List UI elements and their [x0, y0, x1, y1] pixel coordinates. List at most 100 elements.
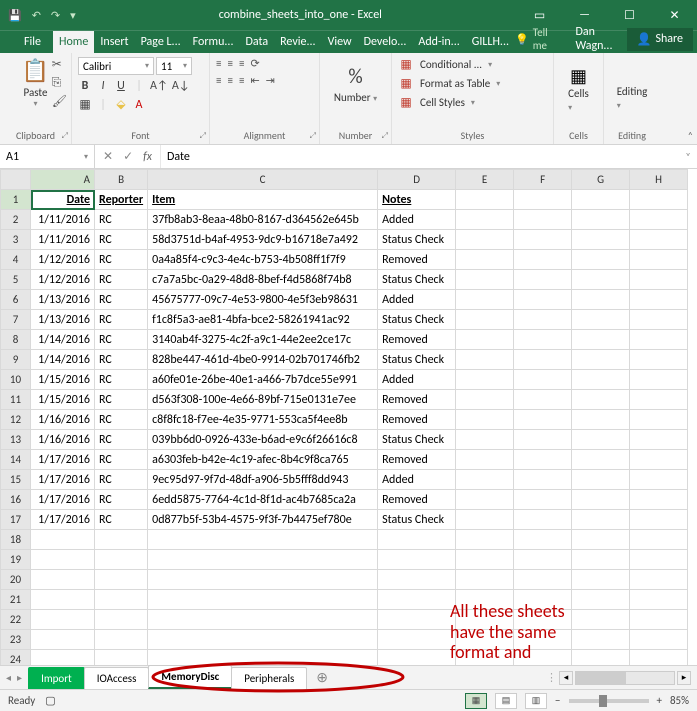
cell-H24[interactable] — [630, 650, 688, 666]
align-center-icon[interactable]: ≡ — [227, 74, 232, 87]
cell-D16[interactable]: Removed — [378, 490, 456, 510]
cell-A15[interactable]: 1/17/2016 — [31, 470, 95, 490]
ribbon-tab-view[interactable]: View — [322, 31, 358, 53]
cell-G15[interactable] — [572, 470, 630, 490]
cell-B11[interactable]: RC — [95, 390, 148, 410]
cell-B15[interactable]: RC — [95, 470, 148, 490]
cell-E19[interactable] — [456, 550, 514, 570]
cell-H10[interactable] — [630, 370, 688, 390]
cell-G22[interactable] — [572, 610, 630, 630]
cell-C7[interactable]: f1c8f5a3-ae81-4bfa-bce2-58261941ac92 — [148, 310, 378, 330]
cell-D5[interactable]: Status Check — [378, 270, 456, 290]
cell-C21[interactable] — [148, 590, 378, 610]
cell-D22[interactable] — [378, 610, 456, 630]
hscroll-left-icon[interactable]: ◂ — [559, 671, 573, 685]
zoom-slider[interactable] — [569, 699, 649, 703]
cell-F11[interactable] — [514, 390, 572, 410]
number-expand-icon[interactable]: ⤢ — [382, 131, 388, 141]
row-header-9[interactable]: 9 — [1, 350, 31, 370]
cell-F19[interactable] — [514, 550, 572, 570]
cell-E8[interactable] — [456, 330, 514, 350]
cells-button[interactable]: Cells▾ — [568, 87, 589, 113]
format-as-table-button[interactable]: ▦Format as Table ▾ — [398, 76, 547, 91]
percent-icon[interactable]: % — [348, 65, 362, 89]
cell-A2[interactable]: 1/11/2016 — [31, 210, 95, 230]
cell-E4[interactable] — [456, 250, 514, 270]
cell-B23[interactable] — [95, 630, 148, 650]
cell-C23[interactable] — [148, 630, 378, 650]
font-name-select[interactable]: Calibri▾ — [78, 57, 154, 75]
cell-H18[interactable] — [630, 530, 688, 550]
user-name[interactable]: Dan Wagn... — [575, 25, 622, 53]
ribbon-tab-develo[interactable]: Develo... — [358, 31, 413, 53]
cell-C16[interactable]: 6edd5875-7764-4c1d-8f1d-ac4b7685ca2a — [148, 490, 378, 510]
cell-G9[interactable] — [572, 350, 630, 370]
cell-B6[interactable]: RC — [95, 290, 148, 310]
cell-H1[interactable] — [630, 190, 688, 210]
cell-H16[interactable] — [630, 490, 688, 510]
cell-E18[interactable] — [456, 530, 514, 550]
cell-E22[interactable] — [456, 610, 514, 630]
zoom-out-button[interactable]: − — [555, 694, 560, 707]
cell-G10[interactable] — [572, 370, 630, 390]
cell-E2[interactable] — [456, 210, 514, 230]
cell-D24[interactable] — [378, 650, 456, 666]
ribbon-tab-pagel[interactable]: Page L... — [135, 31, 187, 53]
cell-H15[interactable] — [630, 470, 688, 490]
cell-F6[interactable] — [514, 290, 572, 310]
cell-E3[interactable] — [456, 230, 514, 250]
cell-F22[interactable] — [514, 610, 572, 630]
cell-C1[interactable]: Item — [148, 190, 378, 210]
cell-G17[interactable] — [572, 510, 630, 530]
cell-B14[interactable]: RC — [95, 450, 148, 470]
cell-C19[interactable] — [148, 550, 378, 570]
cell-D1[interactable]: Notes — [378, 190, 456, 210]
cell-H12[interactable] — [630, 410, 688, 430]
cell-G18[interactable] — [572, 530, 630, 550]
cell-B22[interactable] — [95, 610, 148, 630]
row-header-18[interactable]: 18 — [1, 530, 31, 550]
cell-A4[interactable]: 1/12/2016 — [31, 250, 95, 270]
row-header-6[interactable]: 6 — [1, 290, 31, 310]
cell-F17[interactable] — [514, 510, 572, 530]
row-header-24[interactable]: 24 — [1, 650, 31, 666]
col-header-C[interactable]: C — [148, 170, 378, 190]
row-header-13[interactable]: 13 — [1, 430, 31, 450]
ribbon-tab-gillh[interactable]: GILLH... — [466, 31, 515, 53]
row-header-5[interactable]: 5 — [1, 270, 31, 290]
cell-A19[interactable] — [31, 550, 95, 570]
row-header-11[interactable]: 11 — [1, 390, 31, 410]
new-sheet-button[interactable]: ⊕ — [306, 669, 338, 686]
sheet-nav-prev-icon[interactable]: ◂ — [6, 671, 11, 684]
increase-font-icon[interactable]: A↑ — [150, 79, 168, 93]
cell-C11[interactable]: d563f308-100e-4e66-89bf-715e0131e7ee — [148, 390, 378, 410]
cell-D11[interactable]: Removed — [378, 390, 456, 410]
collapse-ribbon-icon[interactable]: ˄ — [688, 129, 693, 142]
cell-H3[interactable] — [630, 230, 688, 250]
cell-D17[interactable]: Status Check — [378, 510, 456, 530]
cell-A5[interactable]: 1/12/2016 — [31, 270, 95, 290]
cell-E23[interactable] — [456, 630, 514, 650]
row-header-12[interactable]: 12 — [1, 410, 31, 430]
cell-F2[interactable] — [514, 210, 572, 230]
cell-E13[interactable] — [456, 430, 514, 450]
cell-D2[interactable]: Added — [378, 210, 456, 230]
align-top-icon[interactable]: ≡ — [216, 57, 221, 70]
cell-F13[interactable] — [514, 430, 572, 450]
cell-D8[interactable]: Removed — [378, 330, 456, 350]
cell-H23[interactable] — [630, 630, 688, 650]
cell-C4[interactable]: 0a4a85f4-c9c3-4e4c-b753-4b508ff1f7f9 — [148, 250, 378, 270]
cell-H5[interactable] — [630, 270, 688, 290]
redo-icon[interactable]: ↷ — [51, 9, 60, 22]
row-header-7[interactable]: 7 — [1, 310, 31, 330]
cell-B7[interactable]: RC — [95, 310, 148, 330]
conditional-formatting-button[interactable]: ▦Conditional ...▾ — [398, 57, 547, 72]
cell-H11[interactable] — [630, 390, 688, 410]
cell-F23[interactable] — [514, 630, 572, 650]
ribbon-tab-file[interactable]: File — [18, 31, 47, 53]
cell-H13[interactable] — [630, 430, 688, 450]
cell-E21[interactable] — [456, 590, 514, 610]
cell-G2[interactable] — [572, 210, 630, 230]
cell-C6[interactable]: 45675777-09c7-4e53-9800-4e5f3eb98631 — [148, 290, 378, 310]
cell-D14[interactable]: Removed — [378, 450, 456, 470]
